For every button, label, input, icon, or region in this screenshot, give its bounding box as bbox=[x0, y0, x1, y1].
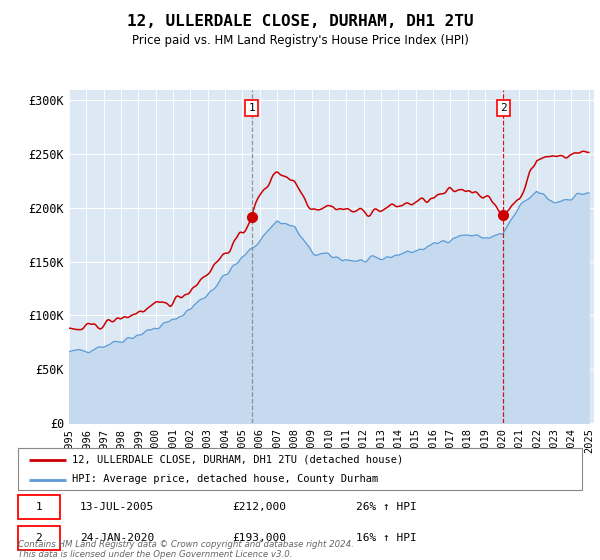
Text: HPI: Average price, detached house, County Durham: HPI: Average price, detached house, Coun… bbox=[71, 474, 378, 484]
Text: 12, ULLERDALE CLOSE, DURHAM, DH1 2TU (detached house): 12, ULLERDALE CLOSE, DURHAM, DH1 2TU (de… bbox=[71, 455, 403, 465]
Text: 24-JAN-2020: 24-JAN-2020 bbox=[80, 533, 154, 543]
FancyBboxPatch shape bbox=[18, 526, 60, 550]
FancyBboxPatch shape bbox=[18, 448, 582, 490]
Text: 2: 2 bbox=[35, 533, 42, 543]
FancyBboxPatch shape bbox=[18, 494, 60, 519]
Text: Price paid vs. HM Land Registry's House Price Index (HPI): Price paid vs. HM Land Registry's House … bbox=[131, 34, 469, 46]
Text: 2: 2 bbox=[500, 103, 507, 113]
Text: 26% ↑ HPI: 26% ↑ HPI bbox=[356, 502, 417, 512]
Text: 1: 1 bbox=[248, 103, 255, 113]
Text: £212,000: £212,000 bbox=[232, 502, 286, 512]
Text: Contains HM Land Registry data © Crown copyright and database right 2024.
This d: Contains HM Land Registry data © Crown c… bbox=[18, 540, 354, 559]
Text: 13-JUL-2005: 13-JUL-2005 bbox=[80, 502, 154, 512]
Text: £193,000: £193,000 bbox=[232, 533, 286, 543]
Text: 12, ULLERDALE CLOSE, DURHAM, DH1 2TU: 12, ULLERDALE CLOSE, DURHAM, DH1 2TU bbox=[127, 14, 473, 29]
Text: 1: 1 bbox=[35, 502, 42, 512]
Text: 16% ↑ HPI: 16% ↑ HPI bbox=[356, 533, 417, 543]
